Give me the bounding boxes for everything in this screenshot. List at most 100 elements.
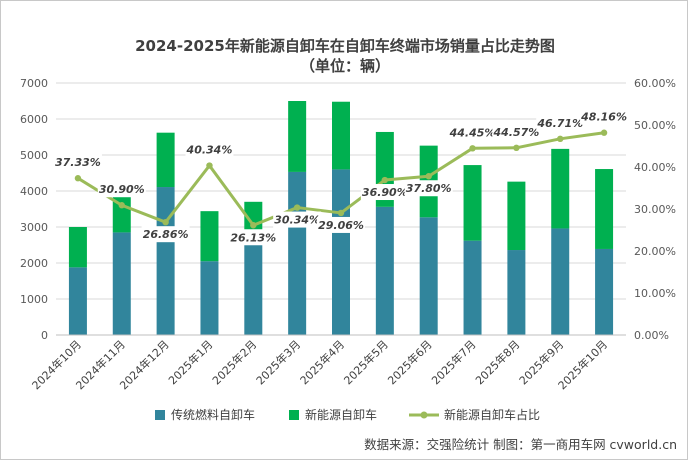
chart-subtitle: （单位：辆） — [300, 57, 390, 75]
share-point — [600, 129, 608, 136]
y-left-tick-label: 5000 — [20, 149, 48, 162]
bar-traditional — [507, 250, 526, 335]
share-point — [74, 175, 82, 182]
data-label-bg — [492, 123, 541, 140]
bar-traditional — [595, 248, 614, 335]
data-label-bg — [185, 141, 234, 158]
data-label: 48.16% — [580, 111, 627, 124]
data-label: 29.06% — [318, 219, 364, 232]
bar-traditional — [200, 261, 219, 335]
y-left-tick-label: 2000 — [20, 257, 48, 270]
bar-traditional — [551, 228, 570, 335]
y-left-tick-label: 7000 — [20, 77, 48, 90]
bar-new-energy — [288, 101, 307, 172]
bar-new-energy — [463, 165, 482, 241]
x-tick-label: 2025年7月 — [428, 337, 478, 387]
data-label: 44.45% — [449, 126, 496, 139]
legend-swatch-new-energy — [289, 410, 299, 420]
data-label-bg — [141, 226, 190, 243]
data-label-bg — [404, 180, 453, 197]
legend-swatch-traditional — [155, 410, 165, 420]
bar-new-energy — [595, 169, 614, 249]
data-labels: 37.33% 30.90% 26.86% 40.34% 26.13% 30.34%29.0… — [53, 108, 629, 246]
y-right-tick-label: 50.00% — [634, 119, 676, 132]
share-point — [337, 209, 345, 217]
data-label-bg — [53, 154, 102, 171]
data-label-bg — [360, 184, 409, 201]
share-point — [381, 176, 389, 184]
data-label: 30.34% — [274, 214, 320, 227]
legend-label-new-energy: 新能源自卸车 — [305, 407, 377, 422]
share-line-group — [74, 129, 608, 229]
y-right-tick-label: 60.00% — [634, 77, 676, 90]
share-point — [118, 202, 125, 209]
share-point — [469, 145, 476, 152]
data-label: 26.13% — [230, 231, 276, 244]
data-label-bg — [448, 124, 497, 141]
bar-traditional — [332, 169, 350, 335]
data-label-bg — [97, 181, 146, 198]
y-right-tick-label: 10.00% — [634, 287, 676, 300]
y-left-tick-label: 0 — [41, 329, 48, 342]
data-label-bg — [536, 114, 585, 131]
data-label-bg — [273, 211, 322, 228]
legend-label-traditional: 传统燃料自卸车 — [171, 407, 255, 422]
x-tick-label: 2025年3月 — [253, 337, 303, 387]
y-right-tick-label: 20.00% — [634, 245, 676, 258]
x-tick-label: 2025年4月 — [297, 337, 347, 387]
y-right-tick-label: 0.00% — [634, 329, 669, 342]
x-tick-label: 2025年1月 — [165, 337, 215, 387]
bar-traditional — [68, 267, 87, 335]
x-tick-label: 2025年2月 — [209, 337, 259, 387]
bar-traditional — [156, 187, 175, 335]
legend-label-share: 新能源自卸车占比 — [444, 407, 540, 422]
y-left-tick-label: 6000 — [20, 113, 48, 126]
data-label-bg — [229, 229, 278, 246]
bar-new-energy — [200, 211, 219, 262]
bar-traditional — [112, 232, 131, 335]
share-point — [425, 173, 432, 180]
y-left-tick-label: 3000 — [20, 221, 48, 234]
data-label-bg — [317, 216, 365, 233]
bar-new-energy — [244, 201, 263, 237]
bar-traditional — [419, 217, 438, 335]
x-tick-label: 2025年5月 — [341, 337, 391, 387]
legend-marker-share-line — [420, 411, 428, 419]
data-label: 30.90% — [99, 183, 145, 196]
data-label: 46.71% — [536, 117, 583, 130]
y-right-tick-label: 30.00% — [634, 203, 676, 216]
share-point — [162, 218, 169, 226]
data-label: 40.34% — [186, 144, 233, 157]
x-tick-label: 2025年8月 — [472, 337, 522, 387]
bar-new-energy — [332, 101, 350, 170]
bar-new-energy — [551, 148, 570, 229]
share-point — [250, 222, 257, 229]
y-left-tick-label: 1000 — [20, 293, 48, 306]
data-label: 26.86% — [143, 228, 189, 241]
source-note: 数据来源：交强险统计 制图：第一商用车网 cvworld.cn — [364, 437, 677, 452]
data-label: 36.90% — [362, 186, 408, 199]
data-label-bg — [580, 108, 629, 125]
bar-new-energy — [68, 227, 87, 268]
chart-title: 2024-2025年新能源自卸车在自卸车终端市场销量占比走势图 — [135, 37, 555, 55]
x-tick-label: 2025年6月 — [385, 337, 435, 387]
share-point — [557, 135, 564, 143]
bar-new-energy — [112, 186, 131, 233]
bar-new-energy — [156, 132, 175, 188]
bar-traditional — [244, 236, 263, 335]
bar-traditional — [288, 171, 307, 335]
y-right-tick-label: 40.00% — [634, 161, 676, 174]
share-point — [513, 144, 520, 152]
y-left-tick-label: 4000 — [20, 185, 48, 198]
bar-new-energy — [507, 181, 526, 251]
bar-traditional — [375, 206, 394, 335]
data-label: 37.80% — [406, 182, 452, 195]
share-point — [206, 162, 213, 169]
legend: 传统燃料自卸车 新能源自卸车 新能源自卸车占比 — [155, 407, 540, 422]
data-label: 44.57% — [492, 126, 539, 139]
bar-traditional — [463, 240, 482, 335]
share-point — [293, 204, 301, 211]
data-label: 37.33% — [55, 156, 101, 169]
